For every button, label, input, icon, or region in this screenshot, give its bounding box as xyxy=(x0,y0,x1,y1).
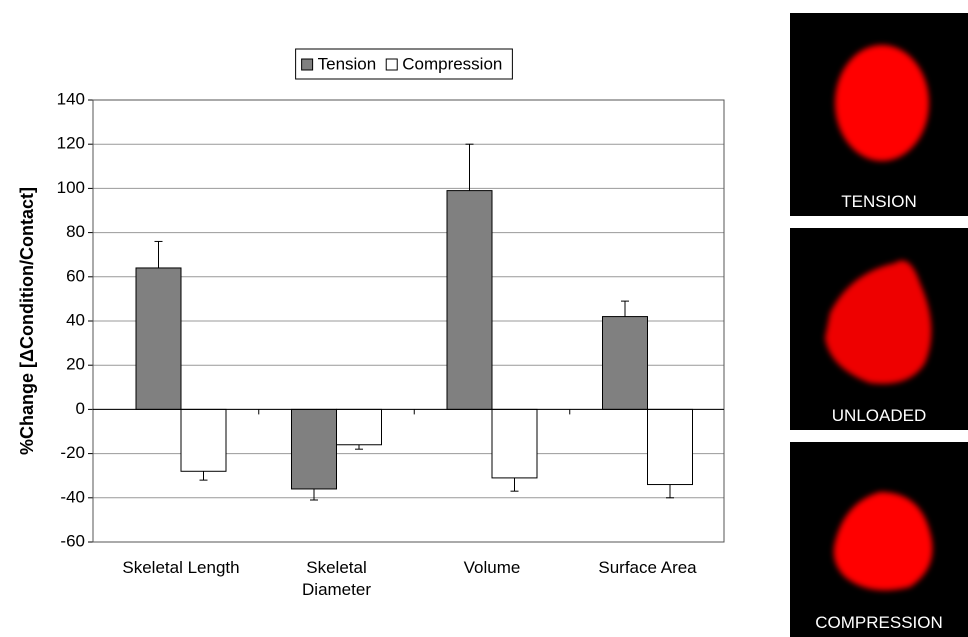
y-tick-label: -40 xyxy=(60,487,85,506)
bar xyxy=(603,317,648,410)
image-panel: UNLOADED xyxy=(790,228,968,430)
x-tick-label: Volume xyxy=(427,557,557,579)
bar xyxy=(337,409,382,444)
legend-label: Tension xyxy=(318,54,377,73)
x-tick-label: Skeletal Length xyxy=(116,557,246,579)
y-tick-label: -20 xyxy=(60,443,85,462)
panel-label: COMPRESSION xyxy=(790,613,968,633)
cell-image xyxy=(790,13,968,216)
bar xyxy=(648,409,693,484)
y-tick-label: 100 xyxy=(57,178,85,197)
panel-label: TENSION xyxy=(790,192,968,212)
x-tick-label: Surface Area xyxy=(583,557,713,579)
page: %Change [ΔCondition/Contact] -60 -40 -20 0 2… xyxy=(0,0,968,637)
y-tick-label: 20 xyxy=(66,355,85,374)
bar xyxy=(292,409,337,489)
chart: %Change [ΔCondition/Contact] -60 -40 -20 0 2… xyxy=(0,0,780,637)
legend-swatch xyxy=(302,59,313,70)
y-tick-label: 80 xyxy=(66,222,85,241)
y-tick-label: -60 xyxy=(60,531,85,550)
x-tick-label: Skeletal Diameter xyxy=(272,557,402,601)
image-panel: TENSION xyxy=(790,13,968,216)
y-tick-label: 0 xyxy=(76,399,85,418)
bar xyxy=(136,268,181,409)
cell-image xyxy=(790,228,968,430)
cell-image xyxy=(790,442,968,637)
bar xyxy=(447,191,492,410)
y-axis-label: %Change [ΔCondition/Contact] xyxy=(17,187,37,455)
y-tick-label: 40 xyxy=(66,310,85,329)
panel-label: UNLOADED xyxy=(790,406,968,426)
image-panel: COMPRESSION xyxy=(790,442,968,637)
y-tick-label: 60 xyxy=(66,266,85,285)
bar xyxy=(492,409,537,478)
legend-label: Compression xyxy=(402,54,502,73)
y-tick-label: 140 xyxy=(57,89,85,108)
legend-swatch xyxy=(386,59,397,70)
y-tick-label: 120 xyxy=(57,134,85,153)
bar xyxy=(181,409,226,471)
